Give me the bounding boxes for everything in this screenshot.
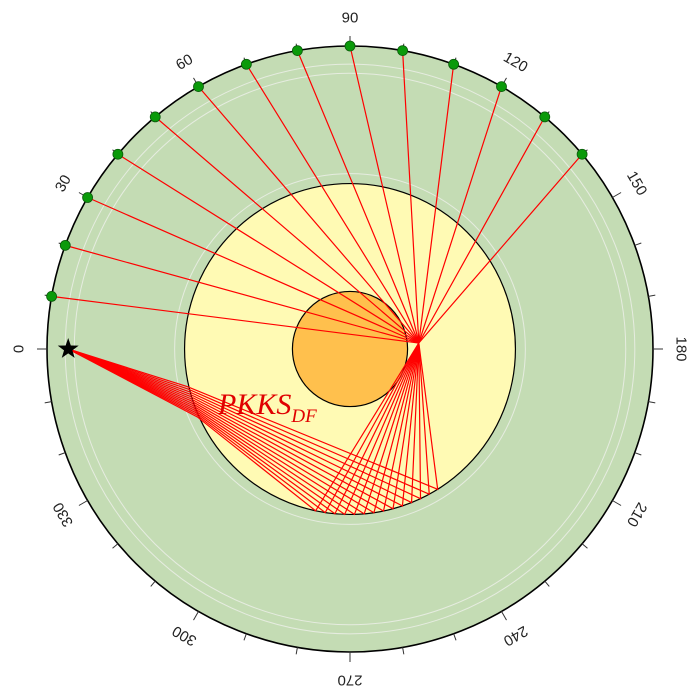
tick-280 [295,647,298,655]
tick-330 [78,500,88,506]
guide-circle-2 [174,173,526,525]
ray-path-20 [65,244,430,496]
tick-220 [581,543,588,549]
ray-path-140 [67,153,583,512]
station-circle-icon-30 [82,192,93,203]
ray-path-40 [68,153,420,504]
ray-path-80 [67,50,420,514]
phase-name: PKKS [217,388,291,421]
earth-layers [46,45,654,653]
ray-path-30 [68,196,422,500]
station-circle-icon-60 [193,81,204,92]
station-circle-icon-120 [496,81,507,92]
station-circle-icon-20 [59,239,71,251]
tick-350 [44,401,52,404]
star-icon [57,338,79,358]
tick-150 [612,192,622,198]
tick-label-0: 0 [11,345,28,353]
tick-label-330: 330 [50,499,77,529]
ray-path-110 [67,64,455,516]
tick-label-240: 240 [500,622,530,649]
tick-170 [648,294,656,297]
source [57,338,79,358]
ray-path-130 [67,116,546,514]
tick-label-120: 120 [500,49,530,76]
tick-340 [58,452,66,456]
ray-path-50 [67,116,420,507]
ray-paths [51,45,583,516]
tick-label-180: 180 [673,336,690,361]
station-circle-icon-110 [448,58,460,70]
tick-320 [112,543,119,549]
guide-circle-1 [73,72,627,626]
tick-230 [544,580,550,587]
tick-label-270: 270 [337,672,362,689]
tick-label-210: 210 [623,499,650,529]
station-circle-icon-100 [397,45,409,57]
ray-path-120 [67,86,503,515]
tick-250 [453,633,457,641]
tick-260 [402,647,405,655]
station-circle-icon-80 [291,45,303,57]
station-circle-icon-130 [539,111,551,123]
ray-path-10 [51,295,439,491]
tick-290 [243,633,247,641]
ray-path-90 [67,45,420,515]
inner-core-disc [291,290,409,408]
tick-label-30: 30 [52,172,75,195]
tick-210 [612,500,622,506]
stations [46,40,588,302]
tick-160 [634,242,642,246]
station-circle-icon-140 [576,148,588,160]
ray-path-60 [67,86,420,510]
tick-label-90: 90 [342,10,359,27]
phase-subscript: DF [290,406,317,427]
tick-310 [150,580,156,587]
tick-200 [634,452,642,456]
station-circle-icon-90 [344,40,356,52]
station-circle-icon-10 [46,290,58,302]
station-circle-icon-50 [149,111,161,123]
station-circle-icon-40 [112,148,124,160]
ray-path-70 [67,63,420,512]
ray-path-100 [67,50,420,516]
phase-label: PKKSDF [217,388,317,427]
tick-label-150: 150 [623,168,650,198]
tick-240 [501,611,507,621]
station-circle-icon-70 [240,58,252,70]
tick-190 [648,401,656,404]
tick-label-300: 300 [169,622,199,649]
tick-300 [193,611,199,621]
tick-label-60: 60 [173,51,196,74]
